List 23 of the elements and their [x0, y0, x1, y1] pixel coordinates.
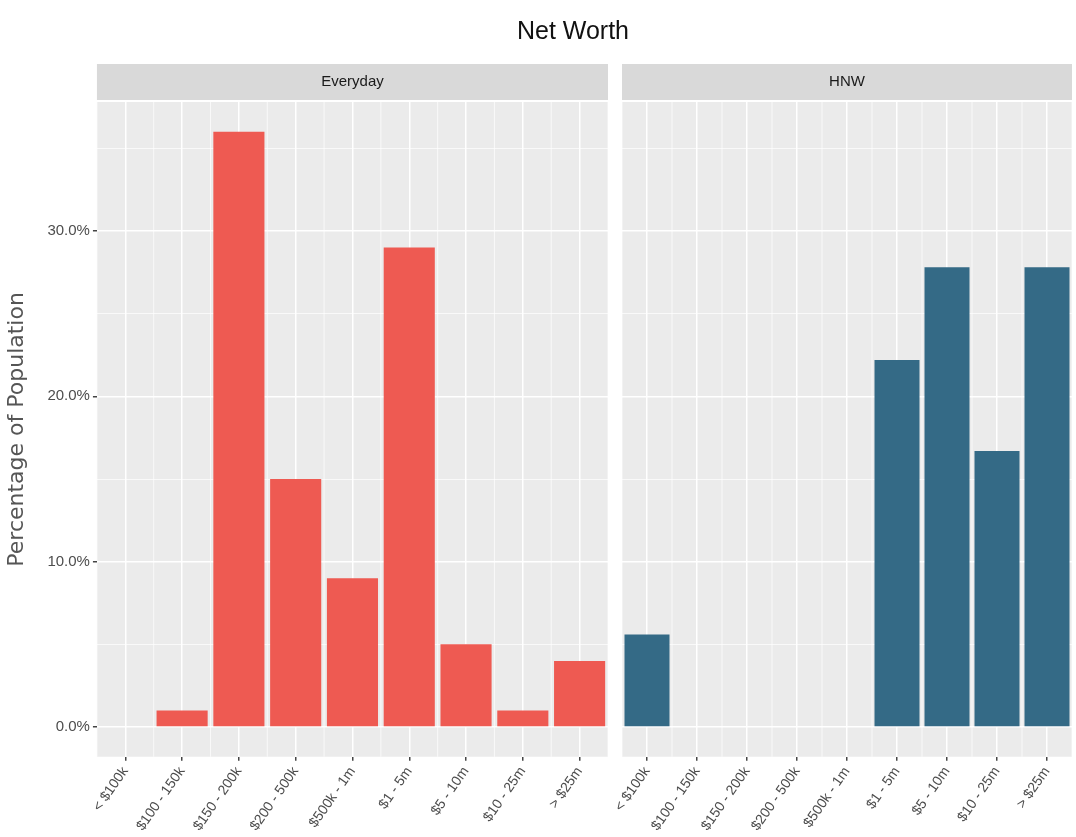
- bar: [326, 578, 379, 727]
- bar: [383, 247, 435, 727]
- bar: [554, 660, 606, 727]
- y-axis-title: Percentage of Population: [2, 292, 28, 567]
- x-tick-label: $1 - 5m: [862, 763, 903, 812]
- bar: [156, 710, 208, 727]
- bar: [974, 450, 1020, 727]
- y-tick-label: 30.0%: [47, 221, 90, 239]
- bar: [270, 479, 322, 727]
- bar: [924, 267, 970, 727]
- bar: [1024, 267, 1070, 727]
- bar: [497, 710, 549, 727]
- y-tick-label: 0.0%: [55, 717, 90, 735]
- chart-title: Net Worth: [515, 16, 631, 45]
- chart-subtitle: Everyday: [321, 72, 385, 90]
- chart-subtitle: HNW: [829, 72, 866, 90]
- bar: [213, 131, 265, 727]
- bar: [624, 634, 670, 727]
- x-tick-label: $1 - 5m: [374, 763, 415, 812]
- y-tick-label: 20.0%: [47, 386, 90, 404]
- bar: [440, 644, 492, 727]
- y-tick-label: 10.0%: [47, 551, 90, 569]
- bar: [874, 359, 920, 727]
